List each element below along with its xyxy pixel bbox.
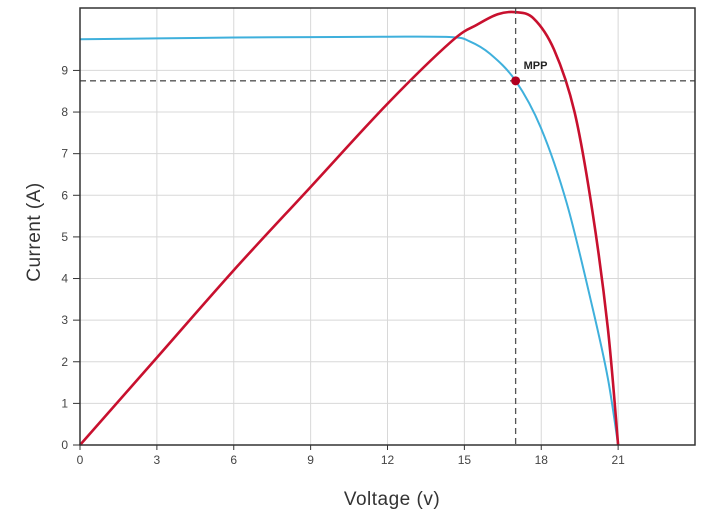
series-lines bbox=[79, 10, 620, 446]
x-tick-label: 6 bbox=[230, 453, 237, 467]
y-tick-label: 0 bbox=[61, 438, 68, 452]
mpp-marker: MPP bbox=[511, 60, 547, 86]
x-tick-label: 12 bbox=[381, 453, 395, 467]
y-tick-label: 7 bbox=[61, 147, 68, 161]
y-tick-label: 6 bbox=[61, 188, 68, 202]
y-tick-label: 1 bbox=[61, 396, 68, 410]
current-curve-line bbox=[79, 35, 620, 446]
x-tick-label: 21 bbox=[611, 453, 625, 467]
x-axis-title: Voltage (v) bbox=[344, 489, 440, 510]
y-tick-label: 2 bbox=[61, 355, 68, 369]
x-tick-label: 0 bbox=[77, 453, 84, 467]
x-tick-label: 9 bbox=[307, 453, 314, 467]
x-tick-label: 18 bbox=[535, 453, 549, 467]
y-tick-label: 5 bbox=[61, 230, 68, 244]
mpp-point bbox=[511, 76, 521, 86]
x-tick-label: 15 bbox=[458, 453, 472, 467]
grid-lines bbox=[80, 8, 695, 445]
y-tick-label: 4 bbox=[61, 272, 68, 286]
y-tick-label: 8 bbox=[61, 105, 68, 119]
y-axis-title: Current (A) bbox=[24, 182, 45, 281]
x-tick-label: 3 bbox=[154, 453, 161, 467]
power-curve-line bbox=[79, 10, 620, 446]
y-tick-label: 3 bbox=[61, 313, 68, 327]
mpp-label: MPP bbox=[524, 60, 548, 72]
y-tick-label: 9 bbox=[61, 63, 68, 77]
